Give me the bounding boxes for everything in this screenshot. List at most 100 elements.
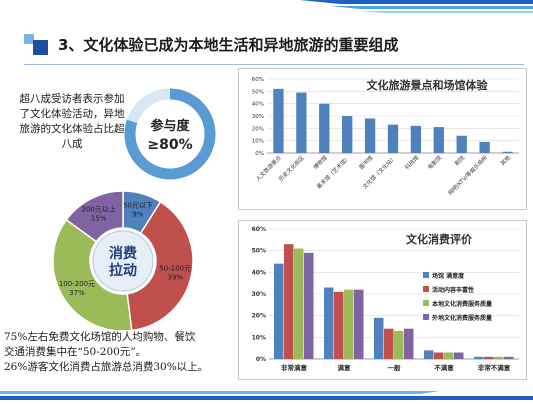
donut-center-label: 消费 — [109, 245, 137, 262]
donut-slice — [126, 200, 194, 332]
intro-text: 超八成受访者表示参加了文化体验活动，异地旅游的文化体验占比超八成 — [19, 93, 125, 150]
donut-center-label: 拉动 — [109, 262, 137, 279]
bar — [384, 328, 394, 359]
footer-line-1: 75%左右免费文化场馆的人均购物、餐饮 — [4, 331, 196, 343]
donut-center — [92, 230, 154, 292]
x-tick-label: 其他 — [499, 153, 513, 167]
bar — [296, 92, 307, 153]
y-tick-label: 60% — [252, 226, 266, 233]
x-tick-label: 网吧/KTV/等娱乐场所 — [446, 153, 489, 196]
legend-swatch — [423, 286, 429, 292]
evaluation-chart-card: 0% 10% 20% 30% 40% 50% 60% 非常满意 满意 一般 不满意 非常不满意 文化消费… — [238, 220, 527, 380]
bar — [410, 125, 422, 153]
bar — [294, 248, 304, 359]
title-underline — [24, 64, 524, 65]
donut-slice-label: 100-200元 37% — [59, 280, 95, 297]
bar — [334, 291, 344, 359]
legend-label: 本地文化消费服务质量 — [432, 300, 492, 308]
bar — [434, 352, 444, 359]
x-tick-label: 非常不满意 — [478, 363, 511, 372]
bar — [444, 352, 454, 359]
bar — [274, 263, 284, 359]
x-tick-label: 满意 — [338, 363, 352, 372]
y-tick-label: 10% — [252, 334, 266, 341]
donut-slice — [52, 218, 133, 332]
bar — [364, 118, 376, 153]
x-tick-label: 图书馆 — [357, 153, 375, 171]
donut-slice-label: 50元以下 9% — [123, 202, 153, 219]
x-tick-label: 不满意 — [434, 363, 454, 372]
y-tick-label: 0% — [255, 151, 264, 157]
bar — [394, 330, 404, 359]
chart-title: 文化旅游景点和场馆体验 — [367, 78, 489, 92]
bar — [479, 141, 490, 153]
consumption-donut-chart: 50元以下 9% 50-100元 39% 100-200元 37% 200元以上 15% 消费拉… — [50, 188, 196, 334]
footer-line-3: 26%游客文化消费占旅游总消费30%以上。 — [4, 361, 209, 373]
footer-notes: 75%左右免费文化场馆的人均购物、餐饮 交通消费集中在“50-200元”。 26… — [4, 330, 294, 375]
bar — [304, 252, 314, 359]
legend-label: 场馆 满意度 — [432, 272, 465, 280]
bar — [354, 289, 364, 359]
top-accent-stripes — [0, 0, 533, 18]
y-tick-label: 50% — [252, 248, 266, 255]
participation-label: 参与度 — [150, 118, 190, 134]
y-tick-label: 0% — [256, 356, 266, 363]
bar — [433, 127, 444, 153]
bar — [494, 356, 504, 359]
title-square-large — [33, 40, 48, 55]
footer-line-2: 交通消费集中在“50-200元”。 — [4, 346, 147, 358]
x-tick-label: 电影院 — [426, 153, 444, 171]
attraction-chart-card: 0% 10% 20% 30% 40% 50% 60% 人文旅游景点 历史文化街区 博物馆 美术馆（艺… — [238, 68, 527, 210]
legend-swatch — [423, 272, 429, 278]
x-tick-label: 非常满意 — [281, 363, 308, 372]
y-tick-label: 20% — [252, 126, 264, 132]
y-tick-label: 60% — [252, 77, 264, 83]
y-tick-label: 40% — [252, 102, 264, 108]
bar — [404, 328, 414, 359]
bottom-accent-stripes — [0, 384, 533, 400]
x-tick-label: 剧院 — [453, 153, 467, 167]
y-tick-label: 30% — [252, 114, 264, 120]
bar — [502, 151, 513, 153]
participation-ring: 参与度 ≥80% — [122, 86, 218, 182]
legend-swatch — [423, 300, 429, 306]
title-square-small — [24, 34, 34, 44]
ring-progress-arc — [124, 88, 216, 180]
legend-swatch — [423, 314, 429, 320]
bar — [456, 135, 467, 153]
x-tick-label: 博物馆 — [311, 153, 329, 171]
bar — [342, 116, 353, 153]
consumption-donut-svg: 50元以下 9% 50-100元 39% 100-200元 37% 200元以上 15% 消费拉… — [52, 190, 194, 332]
bar — [474, 356, 484, 359]
bottom-accent-stripes-graphic — [0, 391, 533, 400]
y-tick-label: 30% — [252, 291, 266, 298]
bar — [319, 103, 330, 153]
x-tick-label: 一般 — [388, 363, 402, 372]
page-title: 3、文化体验已成为本地生活和异地旅游的重要组成 — [58, 36, 399, 54]
legend-label: 活动内容丰富性 — [432, 286, 474, 294]
bar — [504, 356, 514, 359]
bar — [324, 287, 334, 359]
bar — [387, 124, 399, 153]
donut-slice — [65, 190, 124, 243]
participation-value: ≥80% — [147, 137, 192, 153]
bar — [484, 356, 494, 359]
y-tick-label: 10% — [252, 139, 264, 145]
bar — [344, 289, 354, 359]
evaluation-bar-chart: 0% 10% 20% 30% 40% 50% 60% 非常满意 满意 一般 不满意 非常不满意 文化消费… — [252, 226, 519, 372]
x-tick-label: 科技馆 — [403, 153, 421, 171]
participation-ring-graphic: 参与度 ≥80% — [124, 88, 216, 180]
top-accent-stripes-graphic — [300, 0, 533, 13]
legend-label: 外地文化消费服务质量 — [431, 314, 492, 322]
y-tick-label: 40% — [252, 269, 266, 276]
y-tick-label: 50% — [252, 89, 264, 95]
bar — [424, 350, 434, 359]
bar — [284, 244, 294, 359]
chart-title: 文化消费评价 — [406, 232, 473, 246]
bar — [374, 317, 384, 359]
bar — [454, 352, 464, 359]
donut-slice-label: 200元以上 15% — [82, 204, 116, 222]
bar — [273, 88, 284, 153]
y-tick-label: 20% — [252, 313, 266, 320]
